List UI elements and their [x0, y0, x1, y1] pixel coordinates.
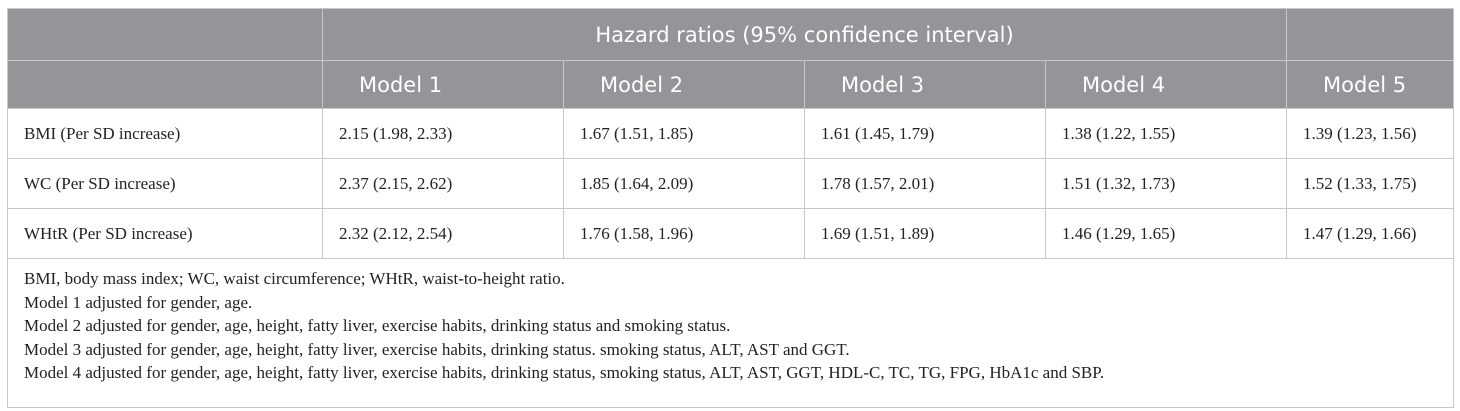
table-row: WHtR (Per SD increase) 2.32 (2.12, 2.54) 1… — [7, 208, 1455, 259]
row-label: WC (Per SD increase) — [7, 158, 323, 209]
table-cell: 1.61 (1.45, 1.79) — [804, 108, 1046, 159]
table-cell: 1.76 (1.58, 1.96) — [563, 208, 805, 259]
header-cell — [7, 60, 323, 109]
column-header: Model 4 — [1044, 60, 1288, 109]
table-cell: 1.38 (1.22, 1.55) — [1044, 108, 1288, 159]
table-cell: 1.51 (1.32, 1.73) — [1044, 158, 1288, 209]
header-cell — [7, 8, 323, 61]
column-header: Model 3 — [804, 60, 1046, 109]
footnote: Model 3 adjusted for gender, age, height… — [24, 339, 850, 359]
table-cell: 2.15 (1.98, 2.33) — [322, 108, 564, 159]
row-label: BMI (Per SD increase) — [7, 108, 323, 159]
footnote: BMI, body mass index; WC, waist circumfe… — [24, 269, 565, 288]
footnote: Model 1 adjusted for gender, age. — [24, 292, 253, 312]
table-cell: 1.85 (1.64, 2.09) — [563, 158, 805, 209]
footnote: Model 2 adjusted for gender, age, height… — [24, 316, 731, 335]
footnote-row: BMI, body mass index; WC, waist circumfe… — [6, 258, 1455, 408]
header-cell — [1286, 8, 1455, 61]
table-row: WC (Per SD increase) 2.37 (2.15, 2.62) 1.8… — [7, 158, 1455, 209]
column-header: Model 2 — [563, 60, 805, 109]
group-header: Hazard ratios (95% confidence interval) — [321, 8, 1288, 61]
column-header: Model 5 — [1286, 60, 1455, 109]
table-cell: 1.78 (1.57, 2.01) — [804, 158, 1046, 209]
footnote: Model 4 adjusted for gender, age, height… — [24, 363, 1105, 382]
row-label: WHtR (Per SD increase) — [7, 208, 323, 259]
footnotes: BMI, body mass index; WC, waist circumfe… — [6, 258, 1455, 408]
table-cell: 1.46 (1.29, 1.65) — [1044, 208, 1288, 259]
table-cell: 1.47 (1.29, 1.66) — [1286, 208, 1455, 259]
table-cell: 2.32 (2.12, 2.54) — [322, 208, 564, 259]
results-table: Hazard ratios (95% confidence interval) … — [6, 8, 1455, 408]
table-cell: 2.37 (2.15, 2.62) — [322, 158, 564, 209]
table-cell: 1.69 (1.51, 1.89) — [804, 208, 1046, 259]
table-cell: 1.39 (1.23, 1.56) — [1286, 108, 1455, 159]
table-row: BMI (Per SD increase) 2.15 (1.98, 2.33) 1.… — [7, 108, 1455, 159]
table-cell: 1.52 (1.33, 1.75) — [1286, 158, 1455, 209]
table-cell: 1.67 (1.51, 1.85) — [563, 108, 805, 159]
column-header: Model 1 — [322, 60, 564, 109]
